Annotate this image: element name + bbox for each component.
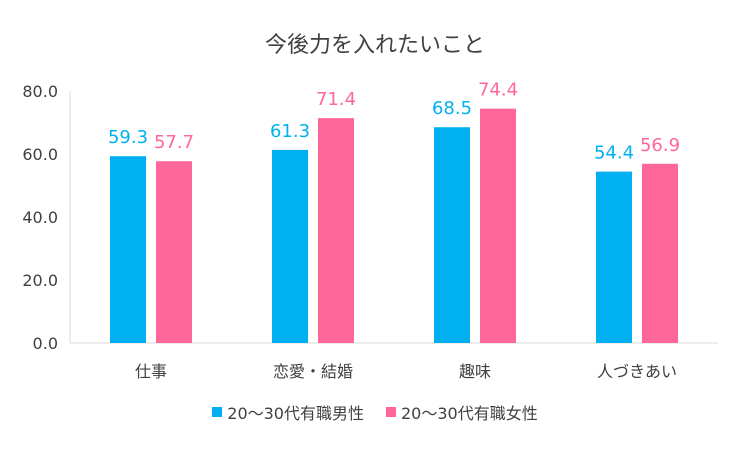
legend-item-female: 20～30代有職女性 [386,400,538,424]
legend-item-male: 20～30代有職男性 [212,400,364,424]
bar-male-3 [596,171,632,343]
legend-swatch-male [212,407,223,417]
bar-male-1 [272,149,308,343]
legend-label-female: 20～30代有職女性 [401,404,538,423]
bar-female-1 [318,118,354,343]
bar-male-2 [434,127,470,343]
category-label: 恋愛・結婚 [273,362,353,381]
data-label-female-1: 71.4 [316,89,356,110]
category-label: 仕事 [135,362,167,381]
bar-female-0 [156,161,192,343]
y-tick-label: 20.0 [22,271,58,290]
bar-female-2 [480,108,516,343]
bars [110,108,678,343]
legend-label-male: 20～30代有職男性 [227,404,364,423]
data-label-male-2: 68.5 [432,98,472,119]
data-label-male-0: 59.3 [108,127,148,148]
data-label-female-0: 57.7 [154,132,194,153]
data-label-male-1: 61.3 [270,121,310,142]
y-axis: 0.0 20.0 40.0 60.0 80.0 [22,82,71,353]
y-tick-label: 80.0 [22,82,58,101]
x-axis: 仕事 恋愛・結婚 趣味 人づきあい [70,342,718,381]
bar-chart: 今後力を入れたいこと 0.0 20.0 40.0 60.0 80.0 仕事 恋愛… [22,33,718,381]
data-label-female-2: 74.4 [478,80,518,101]
y-tick-label: 60.0 [22,145,58,164]
legend: 20～30代有職男性 20～30代有職女性 [0,400,750,424]
data-label-male-3: 54.4 [594,143,634,164]
data-label-female-3: 56.9 [640,135,680,156]
data-labels: 59.3 57.7 61.3 71.4 68.5 74.4 54.4 56.9 [108,80,680,164]
chart-title: 今後力を入れたいこと [265,33,485,58]
category-label: 趣味 [459,362,491,381]
bar-male-0 [110,156,146,343]
bar-female-3 [642,163,678,343]
y-tick-label: 40.0 [22,208,58,227]
legend-swatch-female [386,407,396,417]
y-tick-label: 0.0 [33,334,58,353]
category-label: 人づきあい [597,362,677,381]
